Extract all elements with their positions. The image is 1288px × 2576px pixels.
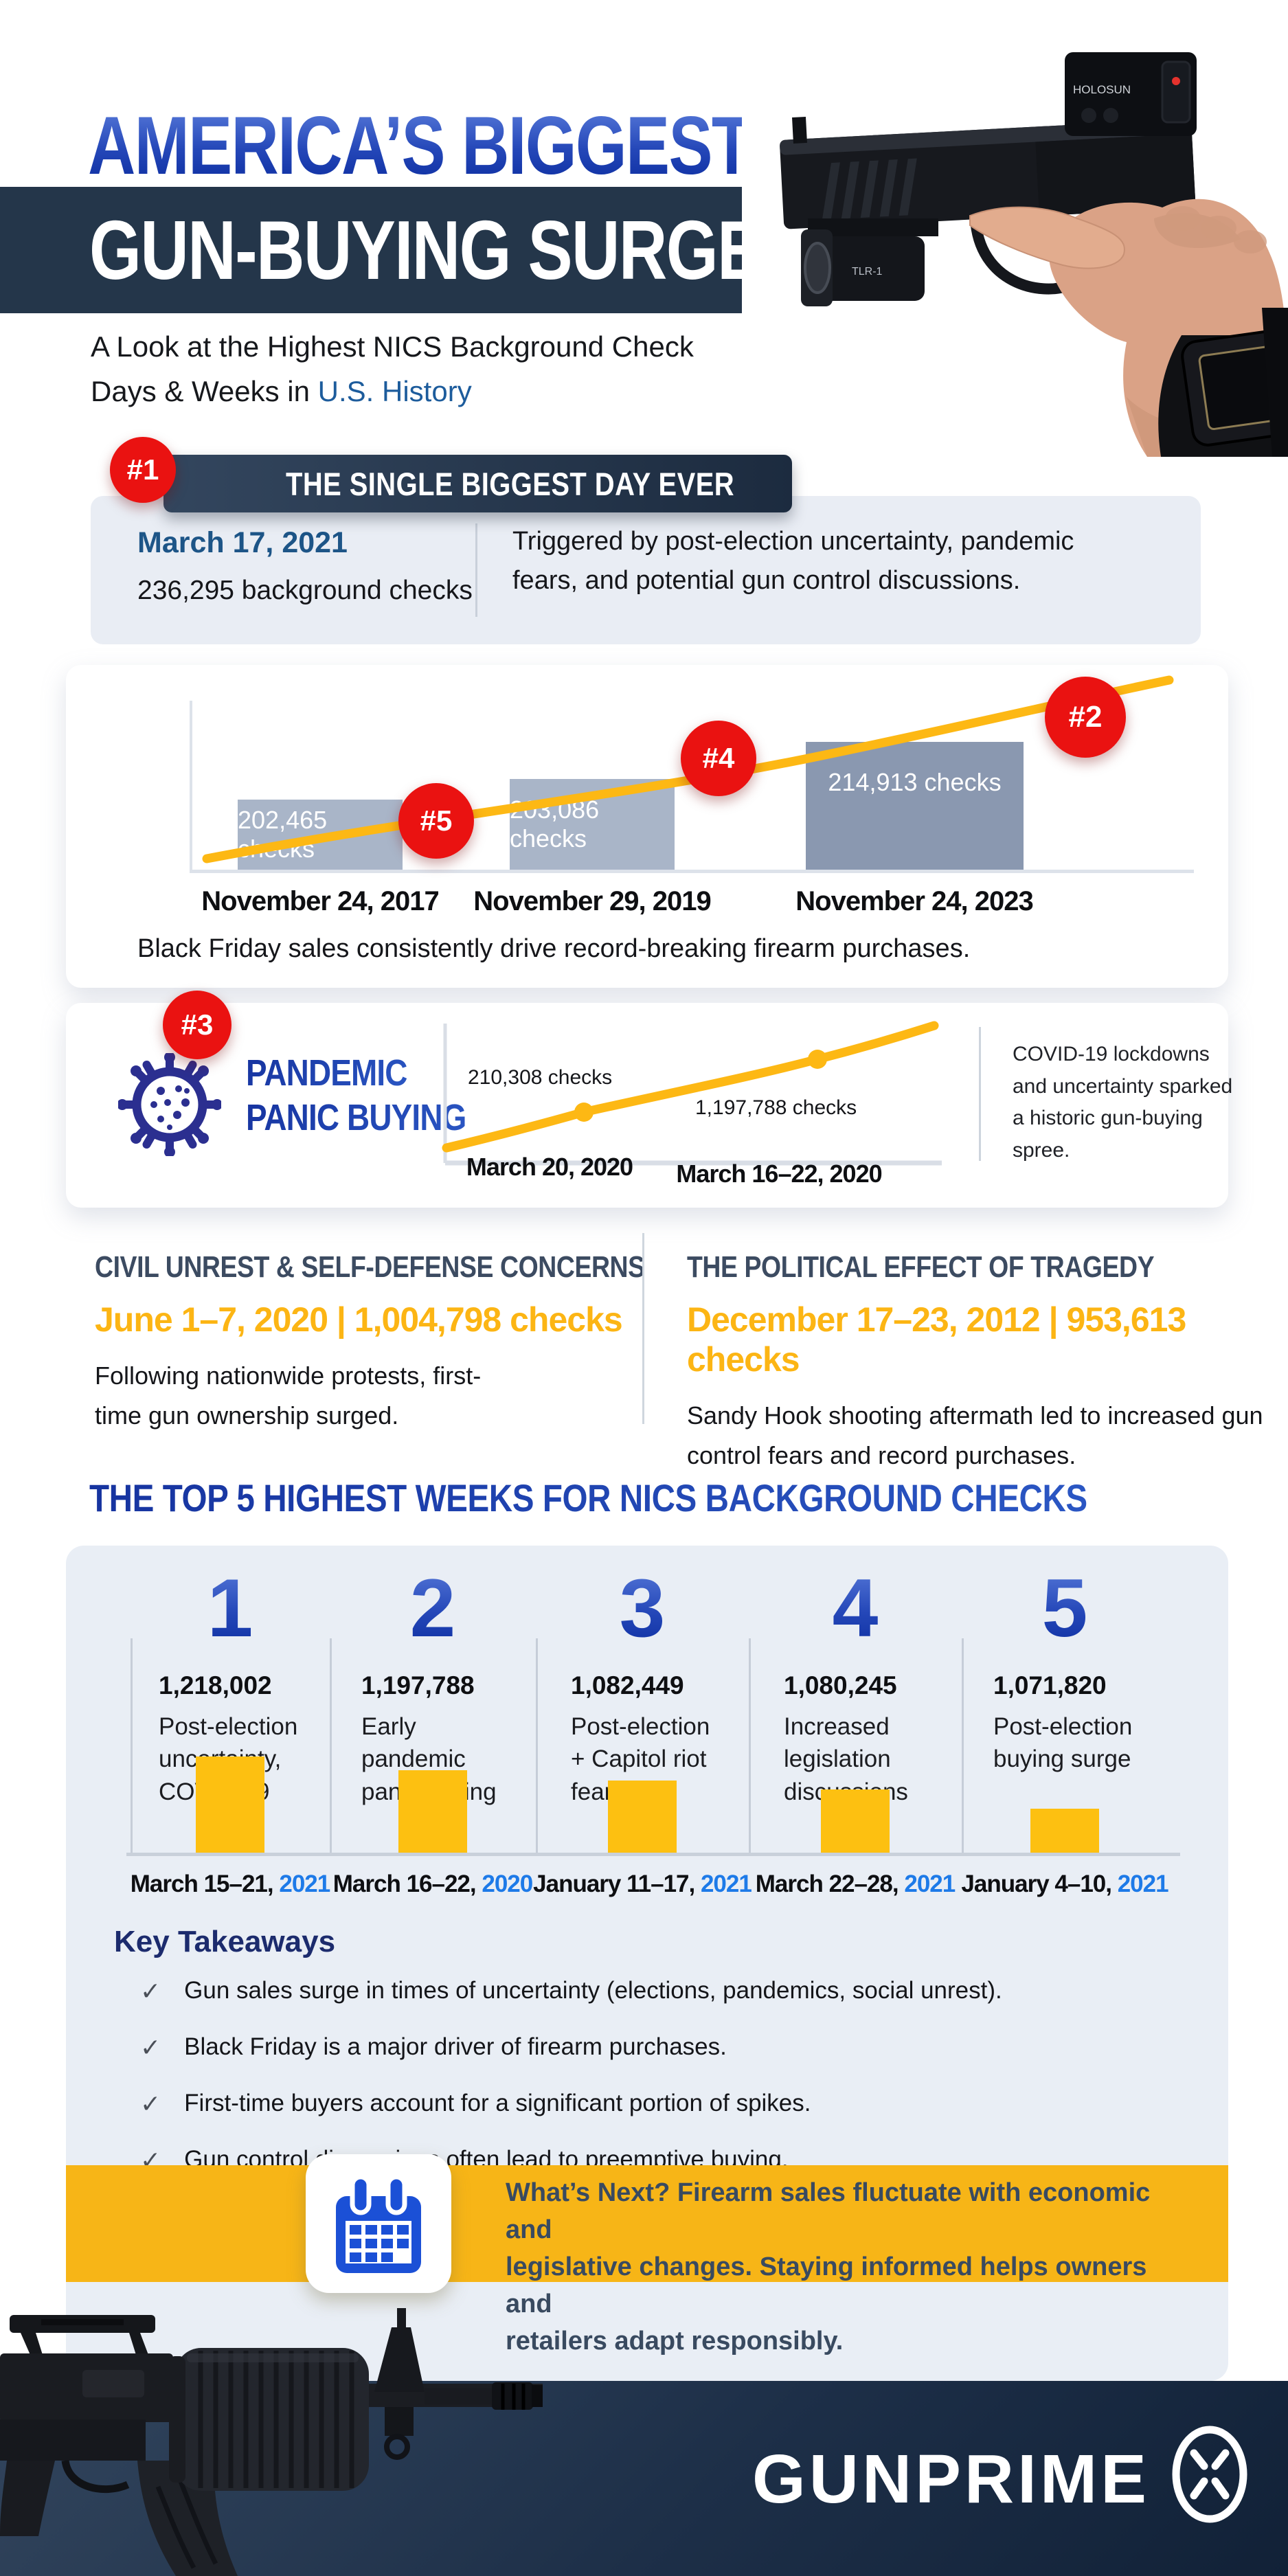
light-brand-label: TLR-1 bbox=[852, 266, 883, 278]
top5-rank-4: 4 bbox=[832, 1562, 879, 1654]
check-icon: ✓ bbox=[140, 2090, 161, 2118]
pandemic-card: #3 PANDEMIC PANIC BUYING 210,308 checks … bbox=[66, 991, 1232, 1208]
subtitle: A Look at the Highest NICS Background Ch… bbox=[91, 324, 694, 414]
top5-date-3: January 11–17, 2021 bbox=[533, 1871, 752, 1897]
top5-heading: THE TOP 5 HIGHEST WEEKS FOR NICS BACKGRO… bbox=[89, 1476, 1087, 1519]
optic-brand-label: HOLOSUN bbox=[1073, 83, 1131, 96]
takeaway-item: ✓ Black Friday is a major driver of firea… bbox=[140, 2033, 727, 2061]
top5-rank-5: 5 bbox=[1041, 1562, 1088, 1654]
red-dot-optic-icon: HOLOSUN bbox=[1065, 52, 1197, 136]
column-line bbox=[330, 1638, 332, 1853]
pandemic-point1-date: March 20, 2020 bbox=[466, 1153, 633, 1181]
column-line bbox=[131, 1638, 133, 1853]
single-day-date: March 17, 2021 bbox=[137, 526, 348, 559]
check-icon: ✓ bbox=[140, 2033, 161, 2061]
top5-rank-1: 1 bbox=[207, 1562, 253, 1654]
calendar-icon bbox=[336, 2174, 421, 2273]
rifle-illustration bbox=[0, 2308, 543, 2576]
top5-value-2: 1,197,788 bbox=[361, 1671, 475, 1699]
tragedy-section: THE POLITICAL EFFECT OF TRAGEDY December… bbox=[687, 1250, 1288, 1475]
pandemic-line-chart bbox=[442, 1021, 942, 1166]
civil-unrest-heading: CIVIL UNREST & SELF-DEFENSE CONCERNS bbox=[95, 1250, 645, 1284]
weapon-light-icon: TLR-1 bbox=[801, 218, 938, 306]
bar-date-2023: November 24, 2023 bbox=[795, 886, 1033, 916]
black-friday-card: 202,465 checks 203,086 checks 214,913 ch… bbox=[66, 665, 1228, 988]
check-icon: ✓ bbox=[140, 1977, 161, 2005]
single-day-banner-label: THE SINGLE BIGGEST DAY EVER bbox=[286, 465, 735, 502]
x-axis bbox=[190, 870, 1194, 873]
top5-date-4: March 22–28, 2021 bbox=[755, 1871, 956, 1897]
title-line1: AMERICA’S BIGGEST bbox=[88, 100, 752, 192]
civil-unrest-stat: June 1–7, 2020 | 1,004,798 checks bbox=[95, 1300, 623, 1339]
subtitle-line2: Days & Weeks in U.S. History bbox=[91, 375, 472, 408]
rank1-badge: #1 bbox=[110, 437, 176, 503]
pistol-photo: HOLOSUN TLR-1 bbox=[742, 12, 1288, 457]
key-takeaways-heading: Key Takeaways bbox=[114, 1925, 336, 1958]
rifle-photo bbox=[0, 2287, 543, 2576]
tragedy-stat: December 17–23, 2012 | 953,613 checks bbox=[687, 1300, 1186, 1379]
y-axis bbox=[190, 701, 192, 872]
pistol-illustration: HOLOSUN TLR-1 bbox=[780, 52, 1288, 457]
top5-value-4: 1,080,245 bbox=[784, 1671, 897, 1699]
calendar-tile bbox=[306, 2154, 451, 2293]
civil-unrest-body: Following nationwide protests, first- ti… bbox=[95, 1362, 482, 1430]
tragedy-heading: THE POLITICAL EFFECT OF TRAGEDY bbox=[687, 1250, 1155, 1284]
column-divider bbox=[642, 1233, 644, 1424]
whats-next-text: What’s Next? Firearm sales fluctuate wit… bbox=[506, 2178, 1151, 2355]
column-line bbox=[536, 1638, 538, 1853]
pandemic-point2-label: 1,197,788 checks bbox=[695, 1096, 857, 1119]
subtitle-highlight: U.S. History bbox=[317, 375, 472, 408]
single-day-banner: THE SINGLE BIGGEST DAY EVER bbox=[163, 455, 792, 512]
top5-date-1: March 15–21, 2021 bbox=[130, 1871, 330, 1897]
takeaway-item: ✓ Gun sales surge in times of uncertainty… bbox=[140, 1977, 1002, 2005]
subtitle-line1: A Look at the Highest NICS Background Ch… bbox=[91, 330, 694, 363]
bar-date-2017: November 24, 2017 bbox=[201, 886, 439, 916]
top5-value-1: 1,218,002 bbox=[159, 1671, 272, 1699]
rank4-badge: #4 bbox=[681, 721, 756, 796]
pandemic-point1-label: 210,308 checks bbox=[468, 1066, 613, 1089]
whats-next-banner bbox=[66, 2165, 1228, 2282]
column-line bbox=[962, 1638, 964, 1853]
top5-desc-5: Post-election buying surge bbox=[993, 1713, 1133, 1773]
column-line bbox=[749, 1638, 751, 1853]
single-day-checks: 236,295 background checks bbox=[137, 576, 473, 605]
top5-date-5: January 4–10, 2021 bbox=[961, 1871, 1168, 1897]
top5-bar-1 bbox=[196, 1756, 264, 1853]
pandemic-description: COVID-19 lockdowns and uncertainty spark… bbox=[1013, 1043, 1233, 1162]
page-title: AMERICA’S BIGGEST bbox=[88, 104, 916, 187]
pandemic-point2-date: March 16–22, 2020 bbox=[676, 1160, 882, 1188]
brand-reticle-icon bbox=[1172, 2426, 1247, 2523]
top5-bar-2 bbox=[398, 1770, 467, 1853]
bar-date-2019: November 29, 2019 bbox=[473, 886, 711, 916]
vertical-divider bbox=[979, 1027, 981, 1161]
title-line2: GUN-BUYING SURGES bbox=[89, 203, 806, 297]
single-day-card: March 17, 2021 236,295 background checks… bbox=[91, 496, 1201, 644]
tragedy-body: Sandy Hook shooting aftermath led to inc… bbox=[687, 1401, 1263, 1469]
bar-2023: 214,913 checks bbox=[806, 742, 1024, 870]
top5-card: 1 2 3 4 5 1,218,002 1,197,788 1,082,449 … bbox=[66, 1546, 1228, 2381]
takeaway-item: ✓ First-time buyers account for a signifi… bbox=[140, 2090, 811, 2118]
single-day-description: Triggered by post-election uncertainty, … bbox=[512, 527, 1074, 595]
top5-date-2: March 16–22, 2020 bbox=[332, 1871, 533, 1897]
virus-icon bbox=[118, 1053, 221, 1156]
top5-value-3: 1,082,449 bbox=[571, 1671, 684, 1699]
rank3-badge: #3 bbox=[163, 991, 231, 1059]
brand-logo: GUNPRIME bbox=[752, 2441, 1150, 2518]
top5-bar-3 bbox=[608, 1781, 677, 1853]
top5-rank-2: 2 bbox=[409, 1562, 456, 1654]
vertical-divider bbox=[475, 523, 477, 617]
civil-unrest-section: CIVIL UNREST & SELF-DEFENSE CONCERNS Jun… bbox=[95, 1250, 742, 1435]
top5-baseline bbox=[126, 1853, 1180, 1856]
rank5-badge: #5 bbox=[398, 783, 474, 859]
top5-bar-4 bbox=[821, 1789, 890, 1853]
rank2-badge: #2 bbox=[1045, 677, 1126, 758]
top5-rank-3: 3 bbox=[619, 1562, 666, 1654]
black-friday-caption: Black Friday sales consistently drive re… bbox=[137, 934, 971, 963]
top5-bar-5 bbox=[1030, 1809, 1099, 1853]
pandemic-title: PANDEMIC PANIC BUYING bbox=[246, 1051, 505, 1140]
top5-value-5: 1,071,820 bbox=[993, 1671, 1107, 1699]
